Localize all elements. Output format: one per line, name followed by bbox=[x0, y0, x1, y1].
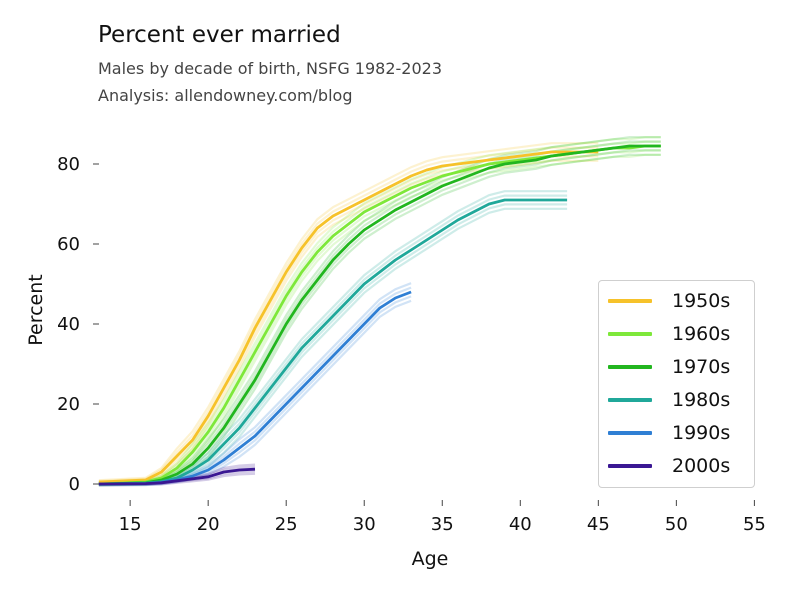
legend-swatch bbox=[608, 431, 652, 435]
confidence-band-1970s bbox=[98, 149, 661, 486]
series-line-2000s bbox=[98, 467, 256, 486]
x-tick-label: 45 bbox=[587, 514, 610, 535]
confidence-bands bbox=[98, 136, 661, 487]
y-tick-label: 80 bbox=[57, 154, 80, 175]
y-tick-label: 0 bbox=[69, 474, 80, 495]
series-line-1980s bbox=[98, 198, 568, 486]
legend-entry-1950s: 1950s bbox=[608, 286, 730, 316]
confidence-band-1960s bbox=[98, 149, 661, 486]
legend-label: 1950s bbox=[672, 290, 731, 312]
confidence-band-1980s bbox=[98, 190, 568, 484]
y-tick-label: 40 bbox=[57, 314, 80, 335]
confidence-band-1960s bbox=[98, 140, 661, 485]
x-tick-label: 50 bbox=[665, 514, 688, 535]
confidence-band-1950s bbox=[98, 146, 599, 483]
confidence-band-1970s bbox=[98, 140, 661, 485]
x-tick-label: 30 bbox=[353, 514, 376, 535]
x-tick-label: 15 bbox=[119, 514, 142, 535]
series-line-1950s bbox=[98, 150, 599, 484]
x-axis-label: Age bbox=[412, 548, 449, 570]
axes: 15 20 25 30 35 40 45 50 55 0 20 40 60 80 bbox=[57, 154, 766, 535]
x-tick-label: 25 bbox=[275, 514, 298, 535]
legend-swatch bbox=[608, 365, 652, 369]
legend-entry-1960s: 1960s bbox=[608, 319, 730, 349]
legend-label: 1980s bbox=[672, 389, 731, 411]
confidence-band-1950s bbox=[98, 142, 599, 482]
chart-title: Percent ever married bbox=[98, 22, 341, 48]
legend-swatch bbox=[608, 299, 652, 303]
chart-subtitle: Males by decade of birth, NSFG 1982-2023 bbox=[98, 59, 443, 78]
legend-entry-1980s: 1980s bbox=[608, 385, 730, 415]
legend-label: 1960s bbox=[672, 323, 731, 345]
x-tick-label: 20 bbox=[197, 514, 220, 535]
x-tick-label: 55 bbox=[743, 514, 766, 535]
y-axis-label: Percent bbox=[25, 274, 47, 346]
confidence-band-1970s bbox=[98, 153, 661, 487]
legend-entry-1990s: 1990s bbox=[608, 418, 730, 448]
confidence-band-2000s bbox=[98, 472, 256, 487]
legend-label: 1970s bbox=[672, 356, 731, 378]
y-tick-label: 60 bbox=[57, 234, 80, 255]
legend-entry-2000s: 2000s bbox=[608, 451, 730, 481]
confidence-band-1960s bbox=[98, 136, 661, 484]
confidence-band-1980s bbox=[98, 207, 568, 487]
confidence-band-1970s bbox=[98, 136, 661, 484]
y-tick-label: 20 bbox=[57, 394, 80, 415]
confidence-band-1960s bbox=[98, 153, 661, 487]
confidence-band-1980s bbox=[98, 203, 568, 486]
legend-label: 2000s bbox=[672, 455, 731, 477]
legend-label: 1990s bbox=[672, 422, 731, 444]
legend-entry-1970s: 1970s bbox=[608, 352, 730, 382]
legend: 1950s 1960s 1970s 1980s 1990s 2000s bbox=[598, 280, 755, 488]
legend-swatch bbox=[608, 332, 652, 336]
confidence-band-1980s bbox=[98, 194, 568, 485]
confidence-band-1950s bbox=[98, 159, 599, 485]
chart-credit: Analysis: allendowney.com/blog bbox=[98, 86, 353, 105]
x-tick-label: 35 bbox=[431, 514, 454, 535]
series-line-1970s bbox=[98, 144, 661, 486]
x-tick-label: 40 bbox=[509, 514, 532, 535]
series-lines bbox=[98, 144, 661, 486]
legend-swatch bbox=[608, 398, 652, 402]
legend-swatch bbox=[608, 464, 652, 468]
